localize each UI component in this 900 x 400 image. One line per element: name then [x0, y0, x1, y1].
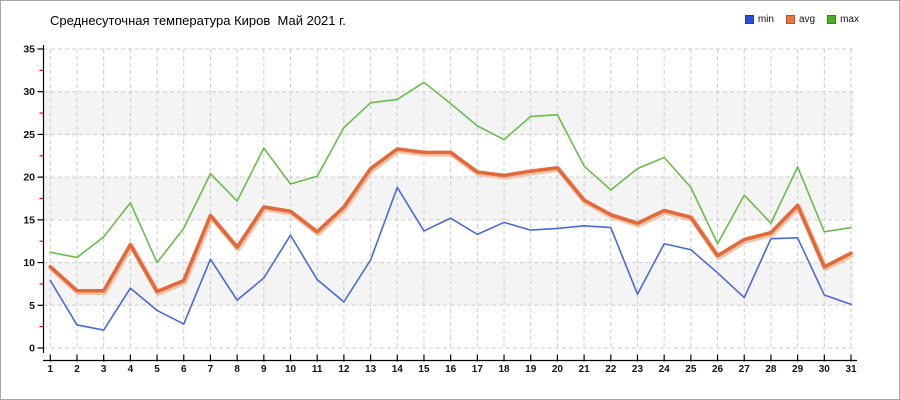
x-tick-label: 27 [739, 364, 751, 375]
x-tick-label: 6 [181, 364, 187, 375]
avg-series-swatch [785, 15, 795, 24]
legend-item-avg: avg [785, 14, 816, 25]
legend-label-avg: avg [798, 14, 816, 25]
max-series-swatch [827, 15, 837, 24]
y-tick-label: 20 [23, 172, 35, 184]
x-tick-label: 4 [128, 364, 134, 375]
x-tick-label: 9 [261, 364, 267, 375]
y-tick-label: 0 [29, 343, 35, 355]
x-tick-label: 17 [472, 364, 484, 375]
x-tick-label: 25 [685, 364, 697, 375]
x-tick-label: 19 [525, 364, 537, 375]
min-series-swatch [744, 15, 754, 24]
x-tick-label: 3 [101, 364, 107, 375]
x-tick-label: 24 [659, 364, 671, 375]
series-lines [48, 81, 854, 331]
x-tick-label: 11 [312, 364, 323, 375]
legend-item-min: min [744, 14, 774, 25]
series-max-line [49, 81, 852, 264]
x-tick-label: 16 [445, 364, 457, 375]
x-tick-label: 13 [365, 364, 377, 375]
x-tick-label: 29 [792, 364, 804, 375]
x-tick-label: 18 [498, 364, 510, 375]
gridlines [44, 48, 854, 349]
series-min-line [49, 186, 852, 331]
x-tick-label: 31 [845, 364, 857, 375]
legend-item-max: max [827, 14, 859, 25]
x-tick-label: 7 [208, 364, 214, 375]
legend-label-max: max [840, 14, 859, 25]
x-tick-label: 26 [712, 364, 724, 375]
x-tick-label: 23 [632, 364, 644, 375]
x-tick-label: 1 [48, 364, 54, 375]
x-tick-label: 21 [579, 364, 591, 375]
x-tick-label: 8 [234, 364, 240, 375]
legend-label-min: min [757, 14, 774, 25]
x-tick-label: 28 [765, 364, 777, 375]
y-tick-label: 10 [23, 257, 35, 269]
chart-title: Среднесуточная температура Киров Май 202… [50, 13, 346, 28]
x-tick-label: 14 [392, 364, 404, 375]
x-tick-label: 10 [285, 364, 297, 375]
x-tick-label: 22 [605, 364, 617, 375]
y-tick-label: 5 [29, 300, 35, 312]
x-tick-label: 5 [154, 364, 160, 375]
legend: min avg max [744, 14, 859, 25]
x-tick-label: 12 [338, 364, 350, 375]
y-tick-label: 35 [23, 43, 35, 55]
x-axis: 1 2 3 4 5 6 7 8 9 10 11 12 13 14 15 16 17 18 19 20 21 22 23 24 2… [43, 354, 857, 375]
x-tick-label: 20 [552, 364, 564, 375]
y-tick-label: 15 [23, 214, 35, 226]
x-tick-label: 2 [74, 364, 80, 375]
series-avg-line [48, 147, 853, 294]
shaded-bands [44, 91, 854, 306]
x-tick-label: 30 [819, 364, 831, 375]
y-tick-label: 30 [23, 86, 35, 98]
x-tick-label: 15 [418, 364, 430, 375]
y-axis: 0 5 10 15 20 25 30 35 [23, 43, 45, 355]
y-tick-label: 25 [23, 129, 35, 141]
